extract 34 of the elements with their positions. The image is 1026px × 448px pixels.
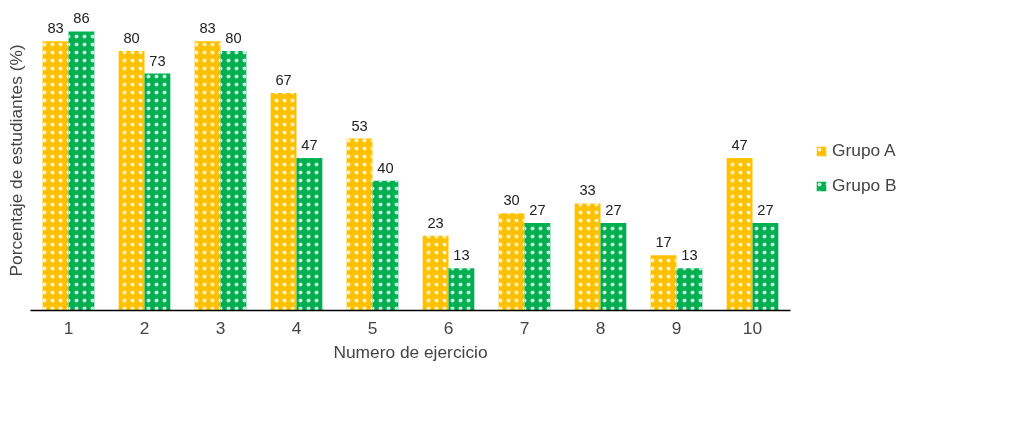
data-label: 23 [427, 214, 444, 231]
data-label: 47 [731, 136, 748, 153]
x-tick-label: 10 [742, 317, 763, 338]
data-label: 17 [655, 234, 672, 251]
x-tick-label: 3 [215, 317, 226, 338]
data-label: 27 [757, 201, 774, 218]
x-tick-label: 4 [291, 317, 302, 338]
x-axis-title: Numero de ejercicio [333, 341, 488, 362]
x-tick-label: 2 [139, 317, 150, 338]
data-label: 80 [225, 29, 242, 46]
data-label: 27 [605, 201, 622, 218]
x-tick-label: 7 [519, 317, 530, 338]
x-tick-label: 9 [671, 317, 682, 338]
data-label: 83 [199, 20, 216, 37]
data-label: 27 [529, 201, 546, 218]
data-label: 13 [453, 247, 470, 264]
y-axis-title: Porcentaje de estudiantes (%) [5, 44, 26, 277]
x-tick-label: 1 [63, 317, 74, 338]
data-label: 30 [503, 192, 520, 209]
data-label: 53 [351, 117, 368, 134]
data-label: 47 [301, 136, 318, 153]
x-tick-label: 5 [367, 317, 378, 338]
data-label: 73 [149, 52, 166, 69]
data-label: 86 [73, 10, 90, 27]
x-tick-label: 6 [443, 317, 454, 338]
data-label: 67 [275, 72, 292, 89]
data-label: 13 [681, 247, 698, 264]
x-tick-label: 8 [595, 317, 606, 338]
data-label: 80 [123, 29, 140, 46]
legend-label: Grupo B [832, 175, 897, 196]
legend-label: Grupo A [832, 140, 896, 161]
data-label: 83 [47, 20, 64, 37]
data-label: 40 [377, 159, 394, 176]
data-label: 33 [579, 182, 596, 199]
